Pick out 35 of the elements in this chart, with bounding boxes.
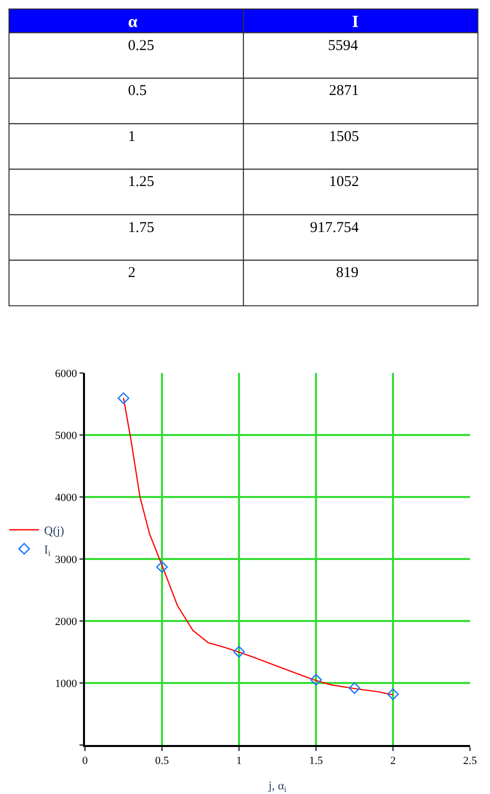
text: 5594 <box>328 38 358 54</box>
y-tick-label: 2000 <box>55 616 78 628</box>
text: 0.25 <box>128 38 154 54</box>
point <box>310 674 322 686</box>
text: 917.754 <box>310 220 360 236</box>
x-tick-label: 1 <box>236 754 242 767</box>
x-tick-label: 2.5 <box>463 754 478 767</box>
text: 1.75 <box>128 220 154 236</box>
x-tick-label: 1.5 <box>309 754 324 767</box>
y-tick-label: 4000 <box>55 492 78 504</box>
legend-label: Q(j) <box>44 523 64 538</box>
text: I <box>352 12 359 31</box>
y-tick-label: 5000 <box>55 430 78 442</box>
text: 2 <box>128 265 136 281</box>
text: 0.5 <box>128 83 147 99</box>
text: 819 <box>336 265 358 281</box>
point <box>233 646 245 658</box>
legend-label: I$_{i}$ <box>44 542 52 558</box>
text: 1 <box>128 129 136 145</box>
text: 1052 <box>329 174 359 190</box>
y-tick-label: 1000 <box>55 678 78 690</box>
y-tick-label: 6000 <box>55 368 78 380</box>
text: 1.25 <box>128 174 154 190</box>
point <box>387 688 399 700</box>
x-tick-label: 0.5 <box>155 754 170 767</box>
x-tick-label: 0 <box>82 754 88 767</box>
text: α <box>128 12 138 31</box>
point <box>156 561 168 573</box>
text: 2871 <box>329 83 359 99</box>
x-tick-label: 2 <box>390 754 396 767</box>
point <box>348 682 360 694</box>
x-axis-title: j, α$_{i}$ <box>268 778 288 794</box>
y-tick-label: 3000 <box>55 554 78 566</box>
text: 1505 <box>329 129 359 145</box>
point <box>118 392 130 404</box>
